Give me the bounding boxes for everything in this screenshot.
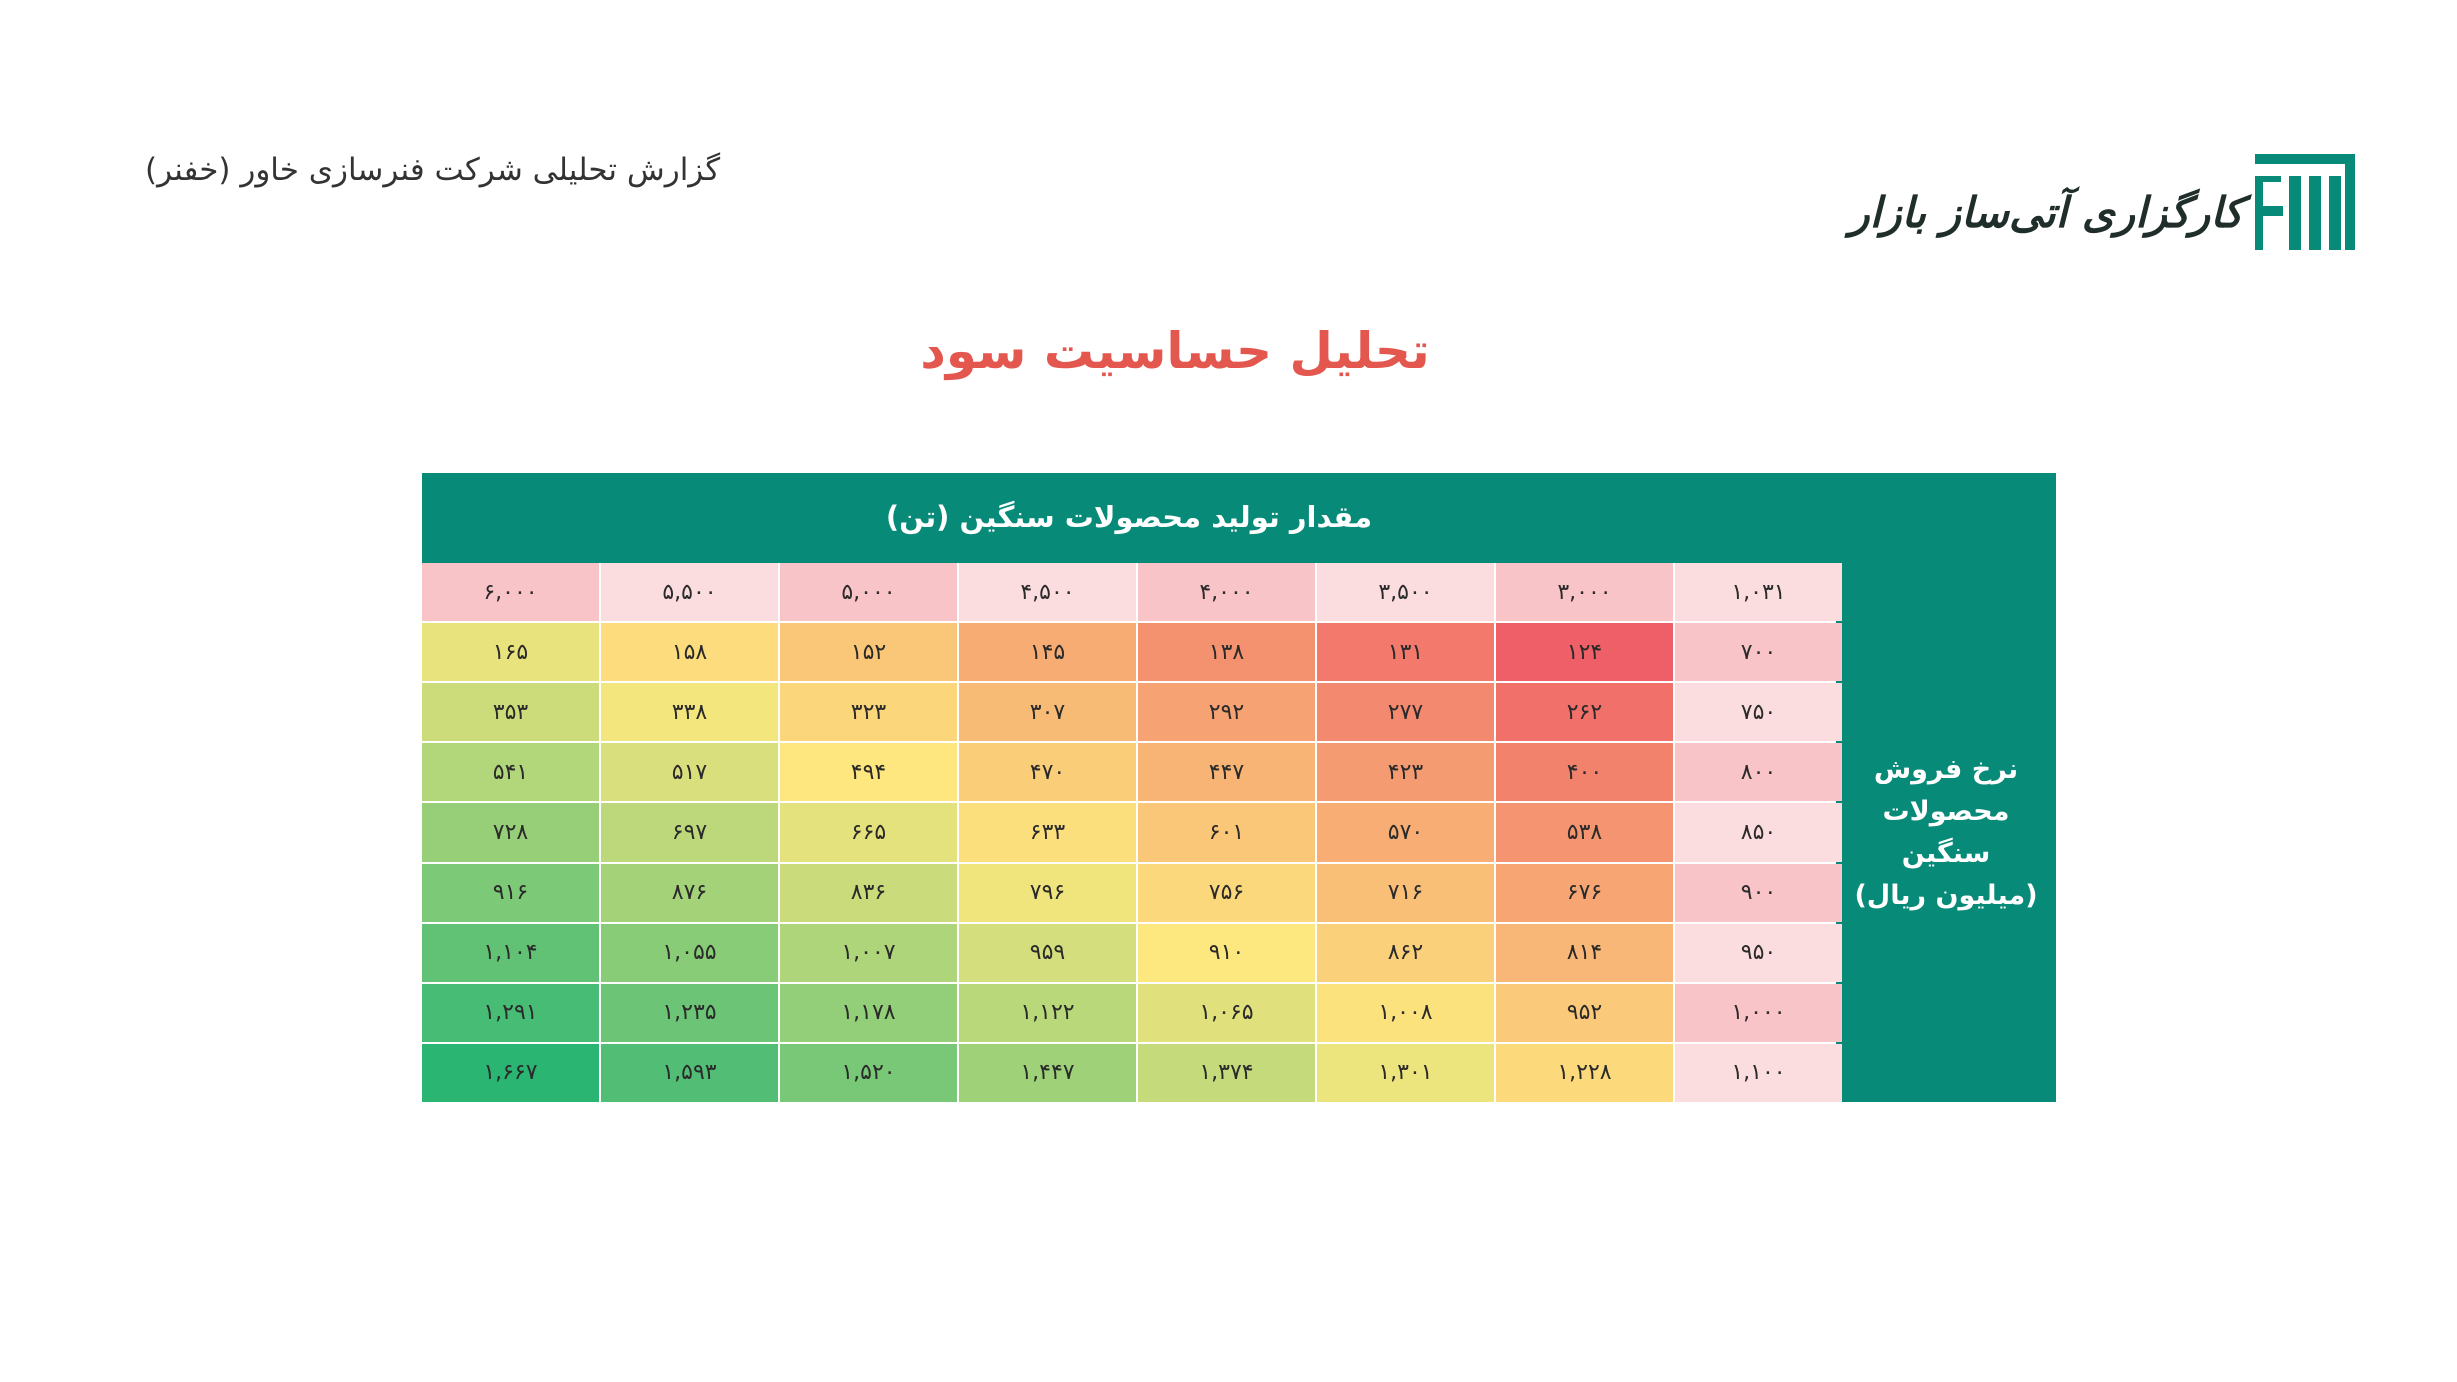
value-cell: ۷۹۶ <box>959 863 1136 922</box>
logo-wordmark: کارگزاری آتی‌ساز بازار <box>1849 188 2243 237</box>
column-header-cell: ۳,۰۰۰ <box>1496 563 1673 622</box>
value-cell: ۵۷۰ <box>1317 803 1494 862</box>
value-cell: ۵۱۷ <box>601 743 778 802</box>
rate-cell: ۷۵۰ <box>1675 683 1842 742</box>
value-cell: ۱,۰۵۵ <box>601 923 778 982</box>
value-cell: ۵۳۸ <box>1496 803 1673 862</box>
column-header-cell: ۶,۰۰۰ <box>422 563 599 622</box>
value-cell: ۶۶۵ <box>780 803 957 862</box>
value-cell: ۱,۶۶۷ <box>422 1043 599 1102</box>
rate-cell: ۷۰۰ <box>1675 623 1842 682</box>
rate-cell: ۸۵۰ <box>1675 803 1842 862</box>
row-axis-label: نرخ فروش محصولات سنگین (میلیون ریال) <box>1836 563 2056 1102</box>
value-cell: ۸۱۴ <box>1496 923 1673 982</box>
value-cell: ۱۳۱ <box>1317 623 1494 682</box>
value-cell: ۲۹۲ <box>1138 683 1315 742</box>
value-cell: ۴۴۷ <box>1138 743 1315 802</box>
value-cell: ۶۰۱ <box>1138 803 1315 862</box>
column-axis-label: مقدار تولید محصولات سنگین (تن) <box>885 500 1373 534</box>
value-cell: ۸۷۶ <box>601 863 778 922</box>
table-grid: ۶,۰۰۰ ۵,۵۰۰ ۵,۰۰۰ ۴,۵۰۰ ۴,۰۰۰ ۳,۵۰۰ ۳,۰۰۰ ۱,۰۳۱… <box>422 563 1842 1102</box>
value-cell: ۱۶۵ <box>422 623 599 682</box>
rate-cell: ۱,۰۰۰ <box>1675 983 1842 1042</box>
rate-cell: ۸۰۰ <box>1675 743 1842 802</box>
value-cell: ۱,۵۹۳ <box>601 1043 778 1102</box>
value-cell: ۵۴۱ <box>422 743 599 802</box>
value-cell: ۹۱۶ <box>422 863 599 922</box>
column-header-cell: ۴,۵۰۰ <box>959 563 1136 622</box>
value-cell: ۱۲۴ <box>1496 623 1673 682</box>
column-header-cell: ۵,۵۰۰ <box>601 563 778 622</box>
value-cell: ۱,۲۲۸ <box>1496 1043 1673 1102</box>
value-cell: ۲۶۲ <box>1496 683 1673 742</box>
company-logo: کارگزاری آتی‌ساز بازار <box>1849 150 2355 260</box>
value-cell: ۹۵۲ <box>1496 983 1673 1042</box>
value-cell: ۳۳۸ <box>601 683 778 742</box>
value-cell: ۱,۰۰۷ <box>780 923 957 982</box>
value-cell: ۹۵۹ <box>959 923 1136 982</box>
value-cell: ۱۵۲ <box>780 623 957 682</box>
column-header-cell: ۴,۰۰۰ <box>1138 563 1315 622</box>
document-title: گزارش تحلیلی شرکت فنرسازی خاور (خفنر) <box>145 152 721 188</box>
rate-cell: ۹۵۰ <box>1675 923 1842 982</box>
rate-cell: ۱,۱۰۰ <box>1675 1043 1842 1102</box>
value-cell: ۱۵۸ <box>601 623 778 682</box>
value-cell: ۱,۳۰۱ <box>1317 1043 1494 1102</box>
logo-mark-icon <box>2255 154 2355 250</box>
row-axis-label-line: (میلیون ریال) <box>1854 879 2038 911</box>
value-cell: ۱,۱۷۸ <box>780 983 957 1042</box>
value-cell: ۱۴۵ <box>959 623 1136 682</box>
value-cell: ۱,۰۶۵ <box>1138 983 1315 1042</box>
value-cell: ۶۷۶ <box>1496 863 1673 922</box>
value-cell: ۴۲۳ <box>1317 743 1494 802</box>
value-cell: ۳۲۳ <box>780 683 957 742</box>
value-cell: ۶۳۳ <box>959 803 1136 862</box>
value-cell: ۱,۵۲۰ <box>780 1043 957 1102</box>
corner-cell: ۱,۰۳۱ <box>1675 563 1842 622</box>
value-cell: ۱,۲۹۱ <box>422 983 599 1042</box>
value-cell: ۱۳۸ <box>1138 623 1315 682</box>
value-cell: ۶۹۷ <box>601 803 778 862</box>
value-cell: ۱,۱۰۴ <box>422 923 599 982</box>
value-cell: ۳۰۷ <box>959 683 1136 742</box>
sensitivity-table: مقدار تولید محصولات سنگین (تن) نرخ فروش … <box>422 473 2056 1102</box>
value-cell: ۴۷۰ <box>959 743 1136 802</box>
column-header-cell: ۳,۵۰۰ <box>1317 563 1494 622</box>
value-cell: ۸۳۶ <box>780 863 957 922</box>
column-header-cell: ۵,۰۰۰ <box>780 563 957 622</box>
value-cell: ۱,۱۲۲ <box>959 983 1136 1042</box>
value-cell: ۱,۳۷۴ <box>1138 1043 1315 1102</box>
rate-cell: ۹۰۰ <box>1675 863 1842 922</box>
row-axis-label-line: محصولات سنگین <box>1882 795 2010 869</box>
value-cell: ۷۲۸ <box>422 803 599 862</box>
value-cell: ۳۵۳ <box>422 683 599 742</box>
row-axis-label-line: نرخ فروش <box>1873 753 2019 785</box>
value-cell: ۷۱۶ <box>1317 863 1494 922</box>
value-cell: ۸۶۲ <box>1317 923 1494 982</box>
value-cell: ۱,۲۳۵ <box>601 983 778 1042</box>
page-title: تحلیل حساسیت سود <box>920 322 1430 380</box>
value-cell: ۹۱۰ <box>1138 923 1315 982</box>
value-cell: ۱,۴۴۷ <box>959 1043 1136 1102</box>
value-cell: ۲۷۷ <box>1317 683 1494 742</box>
value-cell: ۴۰۰ <box>1496 743 1673 802</box>
value-cell: ۴۹۴ <box>780 743 957 802</box>
value-cell: ۷۵۶ <box>1138 863 1315 922</box>
value-cell: ۱,۰۰۸ <box>1317 983 1494 1042</box>
